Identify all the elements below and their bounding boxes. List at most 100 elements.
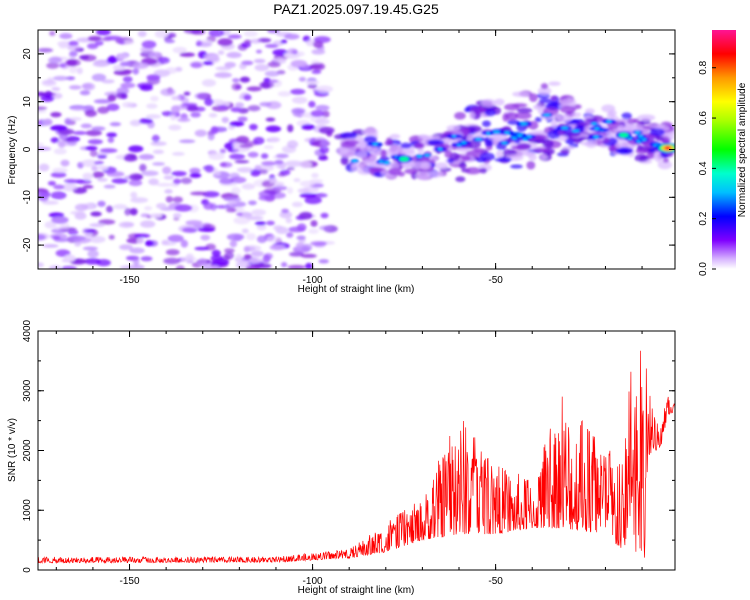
spectrogram-core-highlight [606,120,612,123]
spectrogram-noise-blob [79,90,91,96]
spectrogram-noise-blob [249,257,263,264]
spectrogram-noise-blob [91,73,107,82]
spectrogram-ridge-blob [540,153,548,160]
spectrogram-noise-blob [113,65,126,71]
spectrogram-noise-blob [312,40,324,49]
spectrogram-noise-blob [298,211,313,220]
spectrogram-noise-blob [119,265,138,269]
snr-x-tick-label: -50 [488,576,503,587]
spectrogram-noise-blob [246,216,264,221]
spectrogram-ridge-blob [627,118,637,125]
snr-line [38,350,675,564]
spectrogram-ridge-blob [560,105,576,114]
spectrogram-noise-blob [228,200,237,205]
spectrogram-noise-blob [286,166,295,171]
spectrogram-noise-blob [186,105,199,112]
spectrogram-noise-blob [280,39,288,44]
spectrogram-ridge-blob [464,167,482,175]
spectrogram-noise-blob [264,70,280,77]
spectrogram-noise-blob [263,145,274,150]
spectrogram-noise-blob [277,172,286,177]
spectrogram-ridge-blob [400,142,412,149]
spectrogram-noise-blob [320,139,329,147]
spectrogram-noise-blob [60,265,77,269]
spectrogram-noise-blob [311,172,319,179]
spectrogram-noise-blob [68,235,86,241]
spectrogram-noise-blob [190,62,203,69]
spectrogram-noise-blob [130,197,149,203]
spectrogram-noise-blob [118,221,134,228]
spectrogram-noise-blob [119,244,133,251]
spectrogram-noise-blob [124,207,131,216]
spectrogram-noise-blob [208,30,225,37]
spectrogram-ridge-blob [532,147,550,153]
spectrogram-noise-blob [243,94,252,101]
spectrogram-noise-blob [38,163,50,172]
spectrogram-ridge-blob [534,117,543,123]
spectrogram-ridge-blob [407,160,415,167]
spectrogram-noise-blob [106,103,120,112]
spectrogram-ridge-blob [427,139,445,146]
spectrogram-noise-blob [217,128,225,133]
spectrogram-noise-blob [310,110,325,118]
spectrogram-noise-blob [236,167,254,173]
spectrogram-noise-blob [185,220,203,226]
spectrogram-noise-blob [217,50,225,55]
spectrogram-noise-blob [231,186,241,195]
spectrogram-noise-blob [250,38,262,44]
spectrogram-noise-blob [53,148,67,155]
spectrogram-noise-blob [304,196,322,205]
spectrogram-noise-blob [237,116,248,122]
spectrogram-noise-blob [149,51,162,58]
spectrogram-ridge-blob [571,112,582,118]
spectrogram-noise-blob [196,40,203,46]
spectrogram-noise-blob [171,170,187,177]
spectrogram-ridge-blob [649,128,665,136]
spectrogram-noise-blob [266,235,282,243]
spectrogram-ridge-blob [494,157,512,163]
spectrogram-ridge-blob [340,143,357,148]
spectrogram-noise-blob [281,208,290,214]
spectrogram-noise-blob [103,184,116,189]
spectrogram-ridge-blob [484,109,496,117]
spectrogram-core-highlight [517,134,523,137]
spectrogram-noise-blob [316,85,334,93]
spectrogram-noise-blob [69,65,78,74]
spectrogram-noise-blob [68,40,79,47]
spectrogram-ridge-blob [426,171,444,178]
spectrogram-ridge-blob [479,152,496,161]
spectrogram-noise-blob [95,40,104,46]
spectrogram-ridge-blob [388,167,402,176]
spectrogram-core-highlight [560,126,569,130]
spectrogram-noise-blob [154,30,169,39]
spectrogram-noise-blob [132,62,149,69]
spectrogram-noise-blob [305,39,316,47]
spectrogram-ridge-blob [539,98,553,104]
spectrogram-noise-blob [180,239,189,248]
spectrogram-noise-blob [69,117,82,121]
colorbar: 0.0 0.2 0.4 0.6 0.8 Normalized spectral ampl… [698,30,748,276]
spectrogram-noise-blob [259,81,275,89]
spectrogram-noise-blob [57,40,73,47]
spectrogram-noise-blob [84,109,97,117]
spectrogram-core-highlight [424,154,431,157]
spectrogram-noise-blob [122,76,133,83]
spectrogram-noise-blob [180,177,192,185]
spectrogram-ridge-blob [454,112,466,120]
spectrogram-ridge-blob [585,140,598,148]
spectrogram-noise-blob [287,124,294,133]
spectrogram-ridge-blob [446,125,460,132]
spectrogram-noise-blob [190,191,208,196]
spectrogram-noise-blob [111,178,129,184]
spectrogram-noise-blob [300,253,317,258]
spectrogram-ridge-blob [356,150,368,159]
spectrogram-core-highlight [351,159,358,163]
spectrogram-noise-blob [224,61,237,68]
spectrogram-noise-blob [162,166,172,175]
spectrogram-noise-blob [51,216,69,224]
spectrogram-noise-blob [178,139,196,144]
spectrogram-noise-blob [74,212,87,220]
spectrogram-noise-blob [141,170,159,177]
spectrogram-noise-blob [253,58,266,64]
